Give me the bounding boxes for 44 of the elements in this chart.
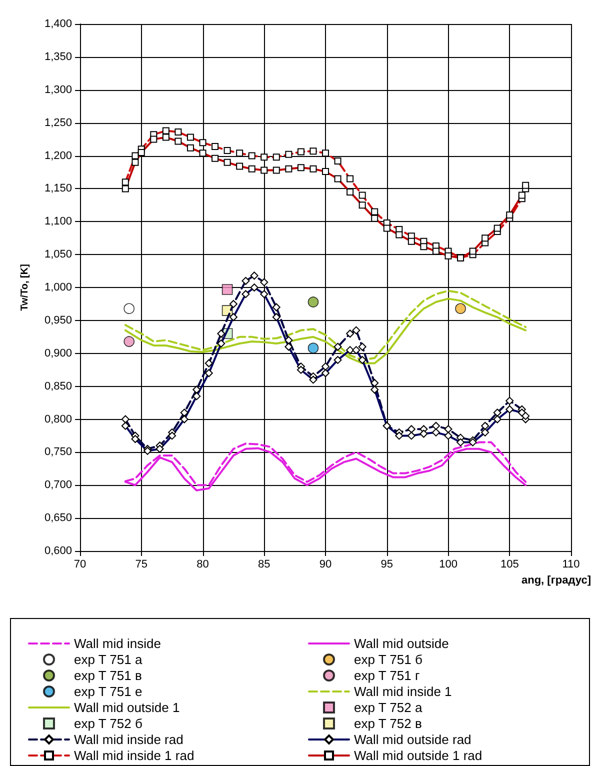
legend-label: exp T 752 в <box>354 716 422 731</box>
y-tick-label: 1,350 <box>44 50 72 63</box>
legend-label: Wall mid inside 1 <box>354 684 452 699</box>
x-axis-title: ang, [градус] <box>522 574 592 586</box>
y-tick-label: 0,700 <box>44 479 72 492</box>
x-tick-label: 80 <box>196 558 209 570</box>
legend-label: Wall mid inside 1 rad <box>74 748 194 763</box>
y-tick-label: 0,850 <box>44 380 72 392</box>
legend-label: exp T 751 е <box>74 684 142 699</box>
x-tick-label: 95 <box>380 558 393 570</box>
legend-label: Wall mid outside rad <box>354 732 472 747</box>
x-tick-label: 105 <box>500 558 519 570</box>
y-tick-label: 1,250 <box>44 116 72 129</box>
y-tick-label: 1,000 <box>44 282 72 294</box>
y-tick-label: 1,400 <box>44 18 72 30</box>
y-tick-label: 0,750 <box>44 446 72 458</box>
legend-label: exp T 751 в <box>74 668 142 683</box>
legend-label: Wall mid outside 1 <box>74 700 180 715</box>
y-tick-label: 1,050 <box>44 248 72 261</box>
y-tick-label: 0,600 <box>44 545 72 557</box>
x-tick-label: 100 <box>439 558 458 570</box>
y-tick-label: 0,900 <box>44 347 72 360</box>
legend-label: Wall mid inside <box>74 636 161 651</box>
y-tick-label: 0,650 <box>44 512 72 524</box>
x-tick-label: 90 <box>319 558 332 570</box>
y-tick-label: 0,800 <box>44 413 72 426</box>
y-tick-label: 1,300 <box>44 84 72 96</box>
x-tick-label: 110 <box>562 558 580 570</box>
legend-label: exp T 751 б <box>354 652 422 667</box>
y-axis-title: Tw/To, [K] <box>20 264 30 311</box>
y-tick-label: 1,200 <box>44 150 72 162</box>
legend-label: exp T 751 г <box>354 668 420 683</box>
y-tick-label: 0,950 <box>44 314 72 326</box>
x-tick-label: 85 <box>258 558 270 570</box>
legend-label: exp T 752 а <box>354 700 423 715</box>
y-tick-label: 1,150 <box>44 182 72 195</box>
legend-label: Wall mid outside 1 rad <box>354 748 482 763</box>
y-tick-label: 1,100 <box>44 216 72 228</box>
legend-label: exp T 751 а <box>74 652 143 667</box>
x-tick-label: 70 <box>74 558 86 570</box>
legend-label: Wall mid outside <box>354 636 449 651</box>
x-tick-label: 75 <box>135 558 148 570</box>
legend-label: exp T 752 б <box>74 716 142 731</box>
legend-label: Wall mid inside rad <box>74 732 184 747</box>
